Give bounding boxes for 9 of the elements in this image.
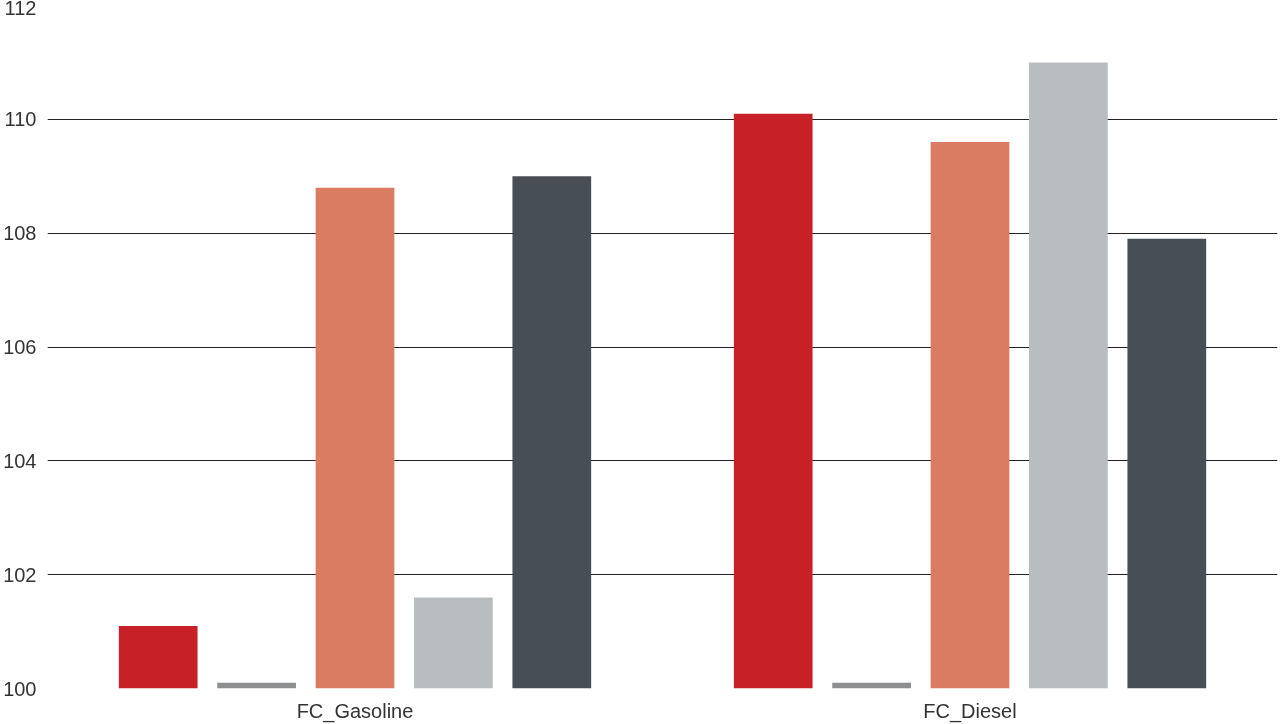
y-tick-label: 102 [3,563,37,586]
y-tick-label: 108 [3,222,37,245]
y-tick-label: 110 [4,108,37,131]
y-tick-label: 112 [4,0,37,19]
y-tick-label: 106 [3,336,37,358]
x-tick-label: FC_Gasoline [296,699,414,723]
y-tick-label: 100 [3,677,37,700]
x-tick-label: FC_Diesel [923,699,1017,723]
y-tick-label: 104 [3,449,37,472]
